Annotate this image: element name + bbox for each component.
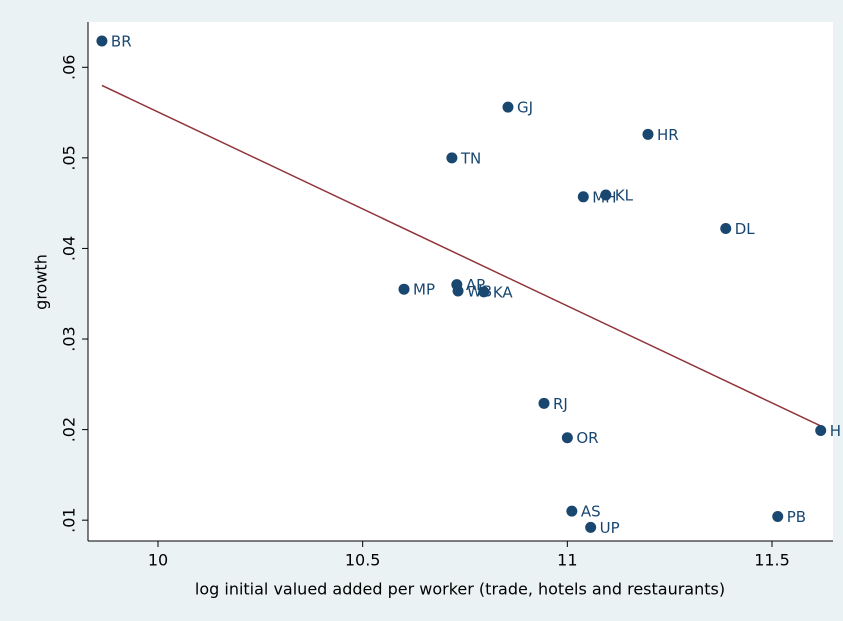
point bbox=[478, 286, 490, 298]
x-tick-label: 10 bbox=[148, 551, 168, 570]
y-tick-label: .03 bbox=[60, 326, 79, 351]
y-tick-label: .01 bbox=[60, 507, 79, 532]
point-label: KA bbox=[493, 283, 514, 301]
point-label: DL bbox=[735, 220, 756, 238]
point-label: KL bbox=[615, 187, 634, 205]
point-label: H bbox=[830, 422, 841, 440]
point bbox=[720, 223, 732, 235]
point bbox=[566, 505, 578, 517]
y-tick-label: .04 bbox=[60, 236, 79, 261]
point-label: GJ bbox=[517, 99, 533, 117]
point bbox=[446, 152, 458, 164]
point bbox=[538, 397, 550, 409]
point bbox=[815, 424, 827, 436]
point bbox=[398, 283, 410, 295]
x-tick-label: 11 bbox=[557, 551, 577, 570]
point-label: AS bbox=[581, 503, 601, 521]
point bbox=[585, 521, 597, 533]
point bbox=[577, 191, 589, 203]
point-label: PB bbox=[787, 508, 806, 526]
x-axis-title: log initial valued added per worker (tra… bbox=[195, 580, 725, 599]
point-label: MP bbox=[413, 281, 435, 299]
point-label: TN bbox=[460, 149, 481, 167]
x-tick-label: 10.5 bbox=[345, 551, 381, 570]
y-tick-label: .06 bbox=[60, 55, 79, 80]
point-label: RJ bbox=[553, 395, 568, 413]
y-axis-title: growth bbox=[32, 254, 51, 310]
fit-line bbox=[101, 84, 822, 427]
point bbox=[452, 285, 464, 297]
point bbox=[502, 101, 514, 113]
point-label: UP bbox=[600, 519, 620, 537]
x-tick-label: 11.5 bbox=[754, 551, 790, 570]
point bbox=[96, 35, 108, 47]
point bbox=[561, 432, 573, 444]
y-tick-label: .02 bbox=[60, 417, 79, 442]
point-label: HR bbox=[657, 126, 679, 144]
point bbox=[600, 189, 612, 201]
y-tick-label: .05 bbox=[60, 145, 79, 170]
point-label: OR bbox=[576, 429, 598, 447]
point bbox=[642, 128, 654, 140]
point-label: BR bbox=[111, 33, 132, 51]
point bbox=[772, 511, 784, 523]
